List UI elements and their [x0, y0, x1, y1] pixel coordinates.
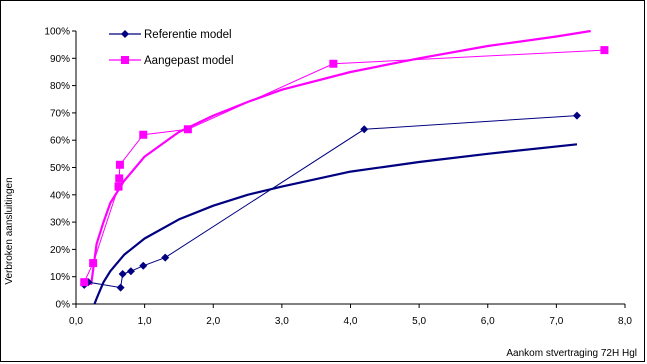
- data-point: [161, 253, 170, 262]
- y-tick-label: 30%: [50, 218, 70, 229]
- x-tick-label: 7,0: [549, 316, 563, 327]
- legend-label: Aangepast model: [144, 55, 234, 67]
- y-tick-label: 70%: [50, 108, 70, 119]
- x-tick-label: 2,0: [206, 316, 220, 327]
- y-tick-label: 10%: [50, 272, 70, 283]
- trendline-1: [93, 143, 578, 305]
- y-tick-label: 100%: [44, 27, 70, 38]
- data-point: [116, 283, 125, 292]
- data-point: [360, 125, 369, 134]
- data-point: [115, 174, 124, 183]
- data-point: [329, 59, 338, 68]
- data-point: [118, 269, 127, 278]
- legend-marker: [121, 30, 129, 38]
- y-tick-label: 20%: [50, 245, 70, 256]
- x-tick-label: 5,0: [412, 316, 426, 327]
- data-point: [115, 160, 124, 169]
- x-tick-label: 6,0: [481, 316, 495, 327]
- data-point: [126, 267, 135, 276]
- y-axis-label: Verbroken aansluitingen: [4, 177, 15, 284]
- x-tick-label: 0,0: [69, 316, 83, 327]
- series-line-1: [83, 115, 578, 289]
- y-tick-label: 40%: [50, 190, 70, 201]
- y-tick-label: 80%: [50, 81, 70, 92]
- legend-label: Referentie model: [144, 29, 232, 41]
- x-tick-label: 1,0: [138, 316, 152, 327]
- data-point: [139, 261, 148, 270]
- data-point: [183, 125, 192, 134]
- data-point: [139, 130, 148, 139]
- y-tick-label: 90%: [50, 54, 70, 65]
- x-axis-label: Aankom stvertraging 72H Hgl: [506, 348, 637, 359]
- series-line-2: [83, 49, 605, 283]
- data-point: [600, 46, 609, 55]
- y-tick-label: 50%: [50, 163, 70, 174]
- y-tick-label: 0%: [56, 300, 71, 311]
- x-tick-label: 8,0: [618, 316, 632, 327]
- legend-marker: [121, 56, 129, 64]
- data-point: [572, 111, 581, 120]
- data-point: [89, 259, 98, 268]
- data-point: [80, 278, 89, 287]
- x-tick-label: 4,0: [344, 316, 358, 327]
- y-tick-label: 60%: [50, 136, 70, 147]
- x-tick-label: 3,0: [275, 316, 289, 327]
- data-point: [114, 182, 123, 191]
- trendline-2: [90, 29, 591, 286]
- plot-area: 0,0 1,0 2,0 3,0 4,0 5,0 6,0 7,0 8,0 0% 10% 20% 30% 40…: [44, 27, 632, 328]
